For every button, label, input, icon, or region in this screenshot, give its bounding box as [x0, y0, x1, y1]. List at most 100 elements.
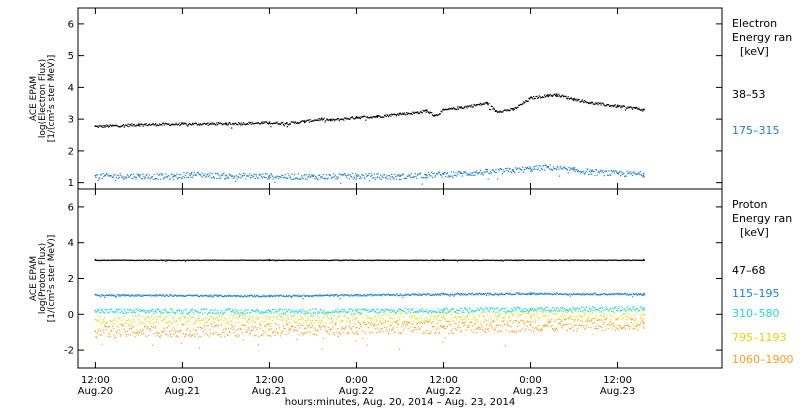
data-dot [631, 319, 633, 321]
data-dot [638, 293, 640, 295]
data-dot [106, 308, 108, 310]
data-dot [478, 328, 480, 330]
data-dot [344, 328, 346, 330]
data-dot [495, 168, 497, 171]
data-dot [558, 318, 561, 320]
data-dot [328, 317, 330, 320]
data-dot [202, 123, 205, 125]
data-dot [532, 98, 534, 100]
data-dot [216, 316, 218, 319]
data-dot [352, 316, 354, 318]
data-dot [191, 294, 194, 297]
data-dot [322, 177, 324, 179]
y-tick-label: 4 [68, 83, 74, 94]
data-dot [544, 293, 547, 295]
data-dot [236, 295, 238, 297]
data-dot [145, 335, 147, 337]
data-dot [102, 310, 104, 313]
data-dot [130, 311, 132, 314]
data-dot [562, 313, 564, 315]
data-dot [447, 311, 449, 313]
data-dot [97, 179, 99, 181]
data-dot [253, 321, 256, 324]
data-dot [545, 306, 547, 309]
data-dot [526, 321, 528, 323]
data-dot [158, 174, 160, 177]
data-dot [235, 335, 237, 337]
legend-subtitle: Energy ran [732, 212, 792, 225]
data-dot [435, 312, 438, 314]
data-dot [101, 294, 103, 296]
series-115–195 [94, 292, 645, 300]
data-dot [185, 321, 187, 324]
data-dot [353, 259, 355, 261]
data-dot [174, 124, 176, 126]
data-dot [511, 331, 514, 333]
data-dot [551, 169, 554, 171]
data-dot [598, 172, 601, 174]
data-dot [607, 174, 609, 176]
data-dot [259, 323, 261, 326]
data-dot [424, 177, 427, 179]
data-dot [469, 293, 471, 295]
data-dot [436, 294, 438, 296]
data-dot [499, 313, 501, 315]
y-tick-label: 2 [68, 274, 74, 285]
data-dot [581, 259, 583, 262]
data-dot [484, 311, 486, 313]
data-dot [246, 175, 248, 177]
data-dot [546, 309, 548, 311]
data-dot [316, 294, 318, 296]
data-dot [514, 314, 516, 316]
data-dot [120, 174, 122, 177]
data-dot [523, 323, 525, 326]
data-dot [100, 334, 103, 336]
data-dot [566, 309, 569, 311]
data-dot [478, 315, 481, 317]
data-dot [98, 328, 100, 330]
data-dot [547, 321, 550, 323]
data-dot [402, 173, 405, 175]
data-dot [509, 109, 511, 111]
data-dot [308, 321, 310, 323]
data-dot [398, 294, 401, 297]
data-dot [597, 294, 599, 296]
data-dot [353, 314, 355, 316]
data-dot [504, 293, 507, 295]
data-dot [486, 328, 489, 330]
data-dot [264, 259, 266, 262]
data-dot [157, 259, 159, 262]
data-dot [600, 312, 602, 314]
data-point [590, 170, 593, 173]
data-dot [283, 295, 285, 297]
data-dot [359, 117, 361, 120]
data-dot [446, 308, 449, 310]
data-dot [227, 294, 229, 297]
data-dot [635, 311, 637, 313]
data-dot [466, 107, 468, 109]
data-dot [631, 308, 634, 310]
data-dot [373, 177, 375, 179]
data-dot [259, 174, 261, 177]
data-dot [225, 309, 227, 311]
data-dot [268, 178, 270, 180]
data-dot [242, 313, 245, 315]
data-dot [114, 336, 116, 339]
data-dot [516, 168, 518, 170]
data-dot [435, 114, 438, 116]
data-dot [488, 102, 490, 105]
data-dot [326, 312, 328, 314]
data-dot [202, 259, 205, 262]
data-dot [364, 309, 366, 312]
data-dot [569, 308, 571, 310]
data-dot [360, 259, 362, 261]
data-dot [409, 113, 412, 115]
data-dot [211, 173, 213, 175]
data-dot [539, 170, 541, 172]
data-dot [515, 309, 518, 311]
data-dot [490, 172, 492, 174]
data-dot [594, 259, 596, 262]
data-dot [426, 317, 428, 320]
data-dot [441, 292, 443, 295]
data-dot [242, 122, 245, 124]
